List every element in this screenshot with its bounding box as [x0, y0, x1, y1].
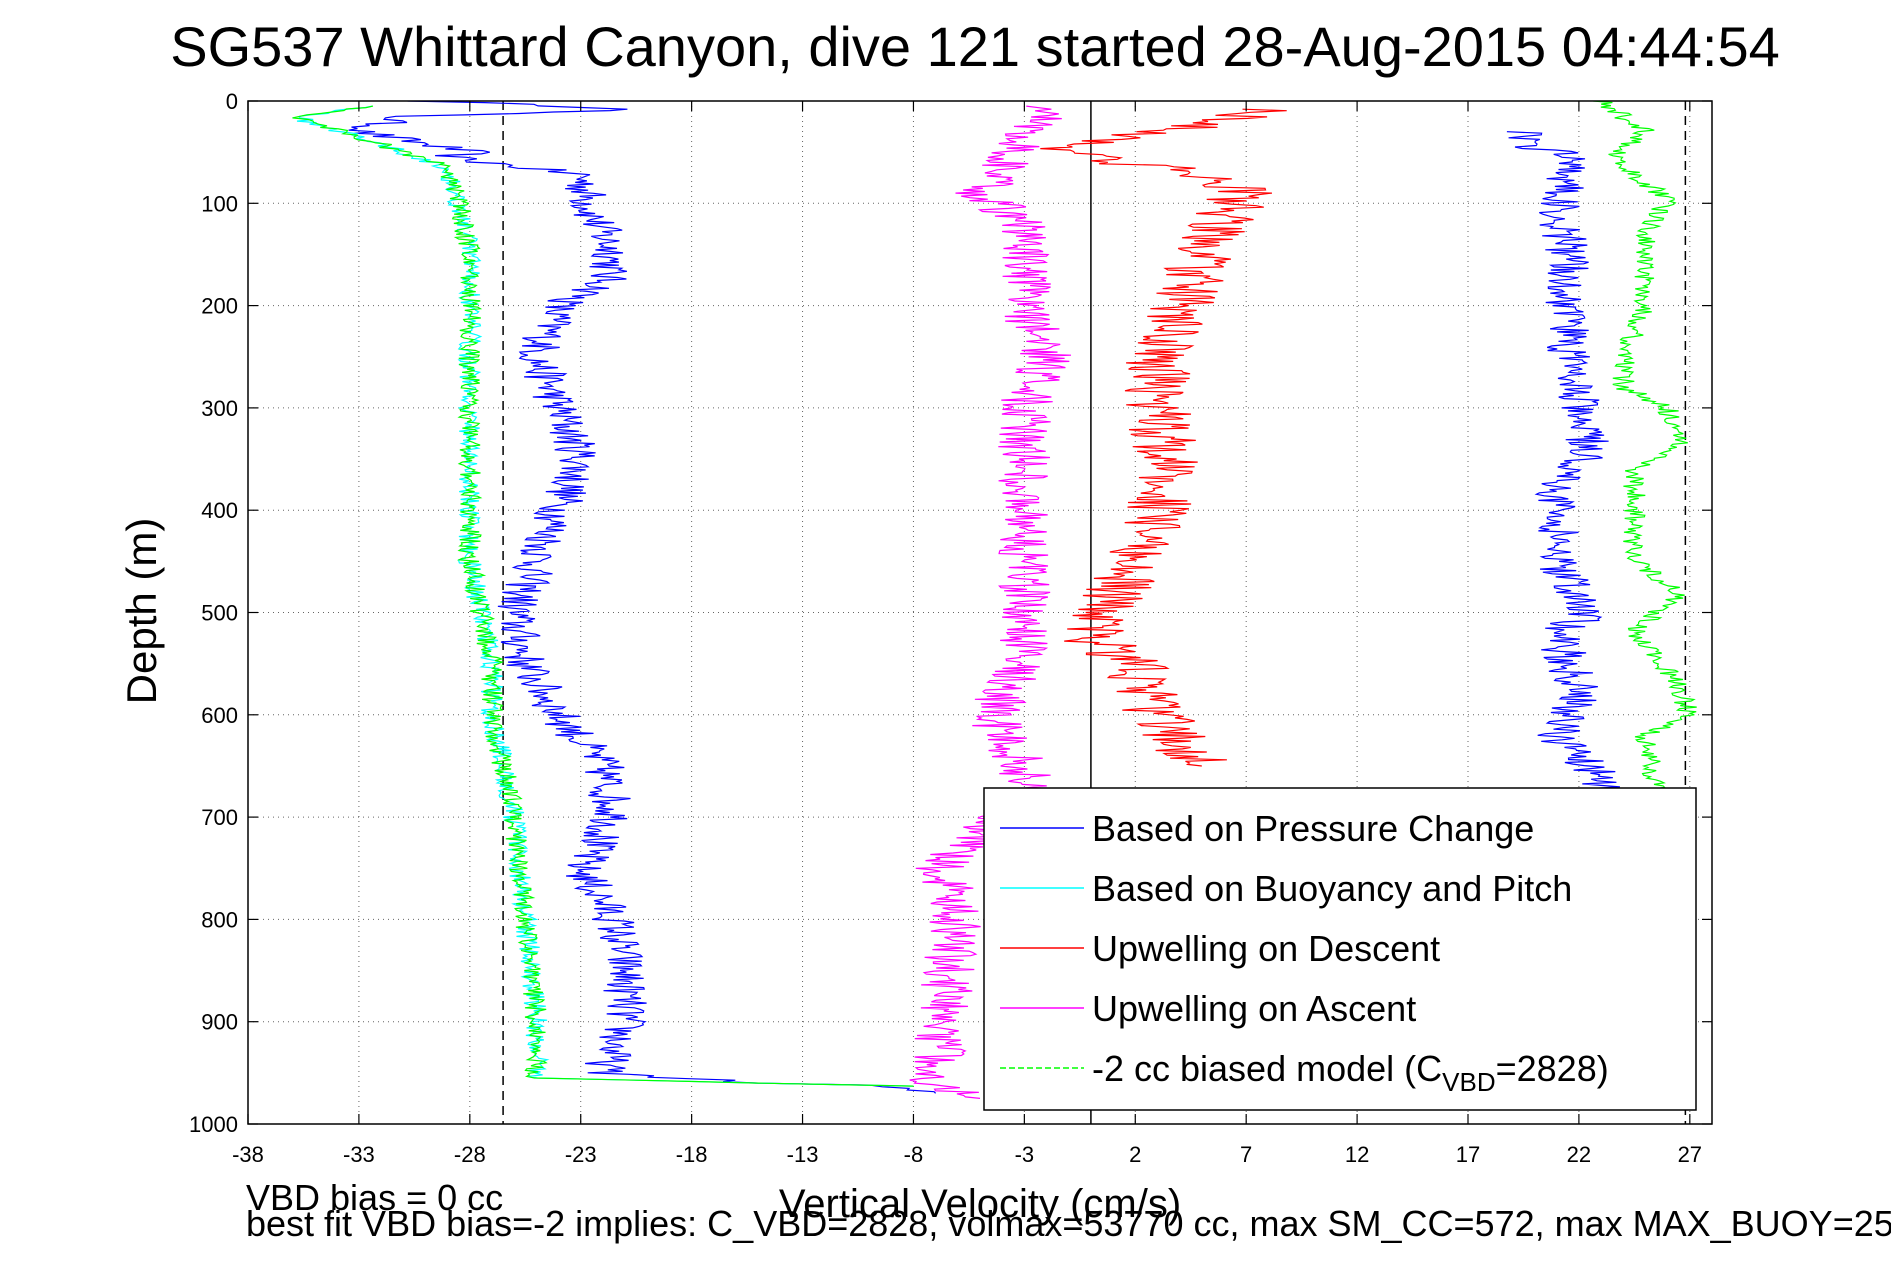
y-tick-label: 200 [201, 294, 238, 319]
x-tick-label: -38 [232, 1142, 264, 1167]
footer-line-2: best fit VBD bias=-2 implies: C_VBD=2828… [246, 1203, 1891, 1244]
x-tick-label: -3 [1015, 1142, 1035, 1167]
legend-box [983, 787, 1697, 1111]
legend-label-text: Upwelling on Ascent [1092, 988, 1416, 1029]
series-line [292, 105, 914, 1087]
x-tick-label: -18 [676, 1142, 708, 1167]
x-axis-label: Vertical Velocity (cm/s) [779, 1182, 1181, 1226]
legend: Based on Pressure Change Based on Buoyanc… [983, 787, 1697, 1111]
y-tick-label: 500 [201, 601, 238, 626]
legend-label-subscript: VBD [1442, 1067, 1495, 1097]
series-line [296, 105, 914, 1087]
legend-label: Based on Buoyancy and Pitch [1092, 868, 1572, 909]
footer-line-1: VBD bias = 0 cc [246, 1177, 504, 1218]
x-tick-label: -23 [565, 1142, 597, 1167]
legend-label-text: Based on Buoyancy and Pitch [1092, 868, 1572, 909]
y-tick-label: 0 [226, 89, 238, 114]
x-tick-label: 17 [1456, 1142, 1480, 1167]
x-tick-label: 27 [1678, 1142, 1702, 1167]
chart-title: SG537 Whittard Canyon, dive 121 started … [170, 15, 1779, 78]
x-tick-label: -28 [454, 1142, 486, 1167]
y-tick-label: 900 [201, 1010, 238, 1035]
x-tick-label: 2 [1129, 1142, 1141, 1167]
y-tick-label: 100 [201, 191, 238, 216]
x-tick-label: -8 [904, 1142, 924, 1167]
legend-label: -2 cc biased model (CVBD=2828) [1092, 1048, 1609, 1097]
series-line [1593, 101, 1697, 798]
series-line [909, 105, 1072, 1099]
x-tick-label: 22 [1567, 1142, 1591, 1167]
y-tick-label: 600 [201, 703, 238, 728]
y-axis-label: Depth (m) [118, 518, 165, 705]
y-tick-label: 400 [201, 498, 238, 523]
y-tick-label: 800 [201, 907, 238, 932]
plot-area: -38 -33 -28 -23 -18 -13 -8 -3 2 7 12 17 22 2701002003… [189, 89, 1713, 1167]
legend-label-text: Based on Pressure Change [1092, 808, 1534, 849]
x-tick-label: 12 [1345, 1142, 1369, 1167]
legend-label: Based on Pressure Change [1092, 808, 1534, 849]
legend-label: Upwelling on Ascent [1092, 988, 1416, 1029]
series-line [1506, 131, 1629, 808]
series-line [348, 101, 937, 1094]
legend-label-text: Upwelling on Descent [1092, 928, 1440, 969]
x-tick-label: -13 [787, 1142, 819, 1167]
series-group [292, 101, 1697, 1099]
legend-label-suffix: =2828) [1496, 1048, 1609, 1089]
x-tick-label: 7 [1240, 1142, 1252, 1167]
legend-label: Upwelling on Descent [1092, 928, 1440, 969]
y-tick-label: 300 [201, 396, 238, 421]
y-tick-label: 700 [201, 805, 238, 830]
series-line [1040, 108, 1287, 767]
y-tick-label: 1000 [189, 1112, 238, 1137]
legend-label-text: -2 cc biased model (C [1092, 1048, 1442, 1089]
x-tick-label: -33 [343, 1142, 375, 1167]
